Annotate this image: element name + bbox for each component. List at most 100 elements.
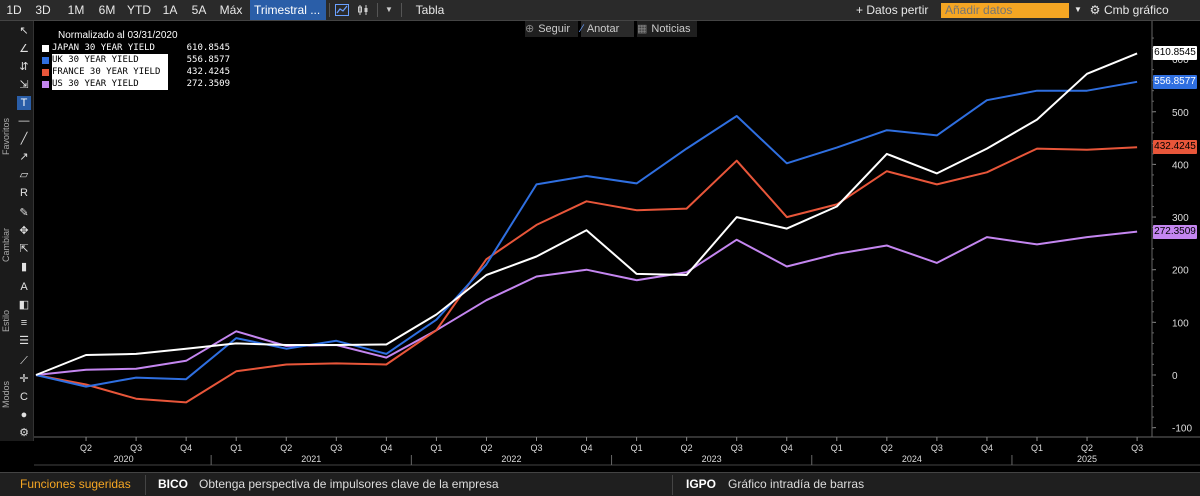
- magnet-icon[interactable]: C: [20, 391, 28, 403]
- annotate-button[interactable]: ∕ Anotar: [581, 21, 634, 37]
- font-icon[interactable]: A: [20, 281, 28, 293]
- legend-entry[interactable]: JAPAN 30 YEAR YIELD 610.8545: [42, 42, 230, 54]
- last-value-label: 272.3509: [1153, 224, 1197, 239]
- x-tick-label: Q3: [931, 443, 943, 453]
- legend-value: 272.3509: [186, 79, 230, 89]
- x-tick-label: Q4: [581, 443, 593, 453]
- table-button[interactable]: Tabla: [415, 3, 445, 17]
- series-line-japan-30-year-yield: [35, 52, 1138, 376]
- add-data-input[interactable]: [941, 3, 1069, 18]
- news-button[interactable]: ▦ Noticias: [637, 21, 697, 37]
- period-max-button[interactable]: Máx: [219, 3, 243, 17]
- series-line-us-30-year-yield: [35, 230, 1138, 376]
- change-chart-button[interactable]: Cmb gráfico: [1104, 3, 1169, 17]
- crosshair-icon[interactable]: ✥: [19, 225, 29, 237]
- pen-icon[interactable]: ✎: [19, 207, 29, 219]
- measure-icon[interactable]: ⇵: [19, 61, 29, 73]
- chart-legend: Normalizado al 03/31/2020 JAPAN 30 YEAR …: [42, 30, 230, 90]
- series-line-uk-30-year-yield: [35, 80, 1138, 388]
- cursor-icon[interactable]: ↖: [19, 25, 29, 37]
- line-style-icon[interactable]: ≡: [20, 317, 28, 329]
- divider: [401, 3, 402, 17]
- function-code[interactable]: BICO: [158, 477, 188, 491]
- follow-button[interactable]: ⊕ Seguir: [525, 21, 578, 37]
- retracement-icon[interactable]: R: [20, 187, 28, 199]
- legend-value: 432.4245: [186, 67, 230, 77]
- legend-name: JAPAN 30 YEAR YIELD: [52, 43, 155, 53]
- x-tick-label: Q4: [781, 443, 793, 453]
- line-tool-icon[interactable]: ∠: [19, 43, 29, 55]
- y-tick-label: 100: [1172, 318, 1189, 329]
- line-width-icon[interactable]: ☰: [19, 335, 29, 347]
- year-label: 2024: [902, 454, 922, 464]
- channel-icon[interactable]: ▱: [19, 169, 29, 181]
- x-tick-label: Q2: [280, 443, 292, 453]
- legend-swatch: [42, 80, 49, 88]
- candlestick-icon[interactable]: [354, 0, 372, 20]
- period-1d-button[interactable]: 1D: [6, 3, 22, 17]
- chevron-down-icon[interactable]: ▼: [1074, 5, 1082, 14]
- y-tick-label: 200: [1172, 266, 1189, 277]
- series-line-france-30-year-yield: [35, 146, 1138, 404]
- function-description[interactable]: Obtenga perspectiva de impulsores clave …: [199, 477, 499, 491]
- period-1m-button[interactable]: 1M: [67, 3, 85, 17]
- period-3d-button[interactable]: 3D: [35, 3, 51, 17]
- ruler-icon[interactable]: ⟋: [20, 355, 28, 367]
- follow-label: Seguir: [538, 23, 571, 35]
- period-5y-button[interactable]: 5A: [191, 3, 207, 17]
- last-value-label: 556.8577: [1153, 74, 1197, 89]
- section-favorites: Favoritos: [1, 117, 11, 155]
- arrow-icon[interactable]: ↗: [19, 151, 29, 163]
- pointer-icon[interactable]: ⇱: [19, 243, 29, 255]
- trash-icon[interactable]: ▮: [20, 261, 28, 273]
- year-label: 2020: [114, 454, 134, 464]
- divider: [672, 475, 673, 495]
- function-description[interactable]: Gráfico intradía de barras: [728, 477, 865, 491]
- cursor-mode-icon[interactable]: ✛: [19, 373, 29, 385]
- divider: [329, 3, 330, 17]
- chart-area[interactable]: -100 0 100 200 300 400 500 600 Q2 Q3 Q4 Q1 Q2 Q3 Q4 Q1 Q…: [34, 21, 1200, 467]
- pencil-icon: ∕: [581, 23, 583, 35]
- period-ytd-button[interactable]: YTD: [127, 3, 151, 17]
- x-tick-label: Q4: [180, 443, 192, 453]
- bottom-bar: Funciones sugeridas BICO Obtenga perspec…: [0, 472, 1200, 496]
- y-tick-label: 300: [1172, 213, 1189, 224]
- settings-icon[interactable]: ⚙: [19, 427, 29, 439]
- line-chart[interactable]: -100 0 100 200 300 400 500 600 Q2 Q3 Q4 Q1 Q2 Q3 Q4 Q1 Q…: [34, 21, 1200, 467]
- text-tool-icon[interactable]: T: [17, 96, 31, 110]
- settings-icon[interactable]: ⚙: [1089, 3, 1101, 17]
- legend-header: Normalizado al 03/31/2020: [58, 30, 178, 41]
- x-tick-label: Q4: [380, 443, 392, 453]
- section-change: Cambiar: [1, 228, 11, 263]
- data-share-button[interactable]: + Datos pertir: [856, 3, 929, 17]
- legend-swatch: [42, 44, 49, 52]
- function-code[interactable]: IGPO: [686, 477, 717, 491]
- x-tick-label: Q1: [230, 443, 242, 453]
- divider: [145, 475, 146, 495]
- legend-entry[interactable]: FRANCE 30 YEAR YIELD 432.4245: [42, 66, 230, 78]
- annotate-label: Anotar: [586, 23, 620, 35]
- legend-name: US 30 YEAR YIELD: [52, 78, 168, 90]
- x-tick-label: Q2: [80, 443, 92, 453]
- x-tick-label: Q2: [1081, 443, 1093, 453]
- legend-entry[interactable]: UK 30 YEAR YIELD 556.8577: [42, 54, 230, 66]
- ray-icon[interactable]: ╱: [20, 133, 28, 145]
- color-mode-icon[interactable]: ●: [20, 409, 28, 421]
- interval-select[interactable]: Trimestral ...: [250, 0, 326, 20]
- horizontal-line-icon[interactable]: —: [18, 115, 30, 127]
- x-tick-label: Q3: [731, 443, 743, 453]
- year-label: 2025: [1077, 454, 1097, 464]
- y-tick-label: 600: [1172, 55, 1189, 66]
- x-tick-label: Q2: [480, 443, 492, 453]
- fill-color-icon[interactable]: ◧: [18, 299, 30, 311]
- legend-entry[interactable]: US 30 YEAR YIELD 272.3509: [42, 78, 230, 90]
- section-modes: Modos: [1, 380, 11, 408]
- y-tick-label: 500: [1172, 108, 1189, 119]
- x-tick-label: Q1: [631, 443, 643, 453]
- period-6m-button[interactable]: 6M: [98, 3, 116, 17]
- trendline-icon[interactable]: ⇲: [19, 79, 29, 91]
- line-chart-icon[interactable]: [332, 0, 352, 20]
- y-tick-label: 0: [1172, 371, 1178, 382]
- period-1y-button[interactable]: 1A: [162, 3, 178, 17]
- chevron-down-icon[interactable]: ▼: [385, 5, 393, 14]
